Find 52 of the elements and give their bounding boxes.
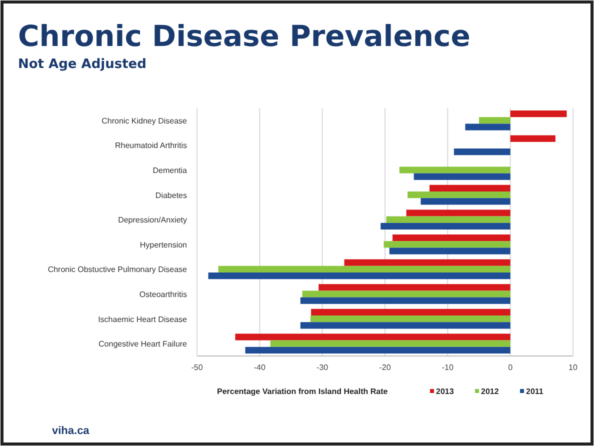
y-tick-label: Chronic Kidney Disease [102, 116, 188, 126]
y-tick-label: Diabetes [155, 190, 187, 200]
bar [510, 110, 567, 118]
y-tick-label: Chronic Obstuctive Pulmonary Disease [48, 265, 188, 274]
bar [408, 191, 510, 198]
x-tick-label: -40 [254, 363, 266, 372]
legend-label: 2011 [526, 387, 544, 396]
x-axis-title: Percentage Variation from Island Health Rate [217, 387, 388, 396]
legend-label: 2013 [436, 387, 454, 396]
bar [270, 340, 510, 347]
y-tick-label: Ischaemic Heart Disease [98, 314, 188, 324]
x-tick-label: -20 [379, 363, 392, 372]
x-tick-label: -50 [191, 363, 204, 372]
bar [399, 166, 510, 174]
bar [386, 216, 510, 223]
chart-title: Chronic Disease Prevalence [18, 19, 470, 53]
y-tick-label: Osteoarthritis [139, 290, 187, 299]
bar [384, 241, 510, 248]
bar [406, 210, 510, 216]
bar [392, 234, 510, 242]
bar [235, 334, 510, 340]
bar [465, 124, 510, 130]
bar [344, 259, 510, 266]
bar [300, 322, 510, 329]
x-tick-label: 10 [568, 363, 578, 372]
bar [454, 148, 510, 156]
bar [245, 346, 510, 354]
bar [429, 184, 510, 192]
y-tick-label: Rheumatoid Arthritis [114, 141, 187, 150]
bar [300, 297, 510, 304]
bar [310, 315, 510, 322]
bar [420, 198, 510, 205]
text: Not Age Adjusted [18, 57, 146, 72]
bar [510, 135, 556, 142]
x-tick-label: 0 [508, 363, 514, 372]
bar [318, 284, 510, 291]
bar [302, 290, 510, 298]
text: viha.ca [52, 425, 90, 437]
y-tick-label: Hypertension [140, 240, 187, 250]
y-tick-label: Congestive Heart Failure [98, 340, 188, 349]
bar [380, 222, 510, 230]
y-tick-label: Depression/Anxiety [118, 216, 187, 225]
bar [414, 173, 510, 180]
bar [479, 117, 510, 124]
bar [218, 266, 510, 273]
x-tick-label: -30 [316, 363, 329, 372]
x-tick-label: -10 [442, 363, 454, 372]
bar [311, 308, 510, 316]
y-tick-label: Dementia [152, 166, 188, 175]
legend-label: 2012 [481, 387, 500, 396]
bar [208, 272, 510, 280]
bar [389, 248, 510, 254]
